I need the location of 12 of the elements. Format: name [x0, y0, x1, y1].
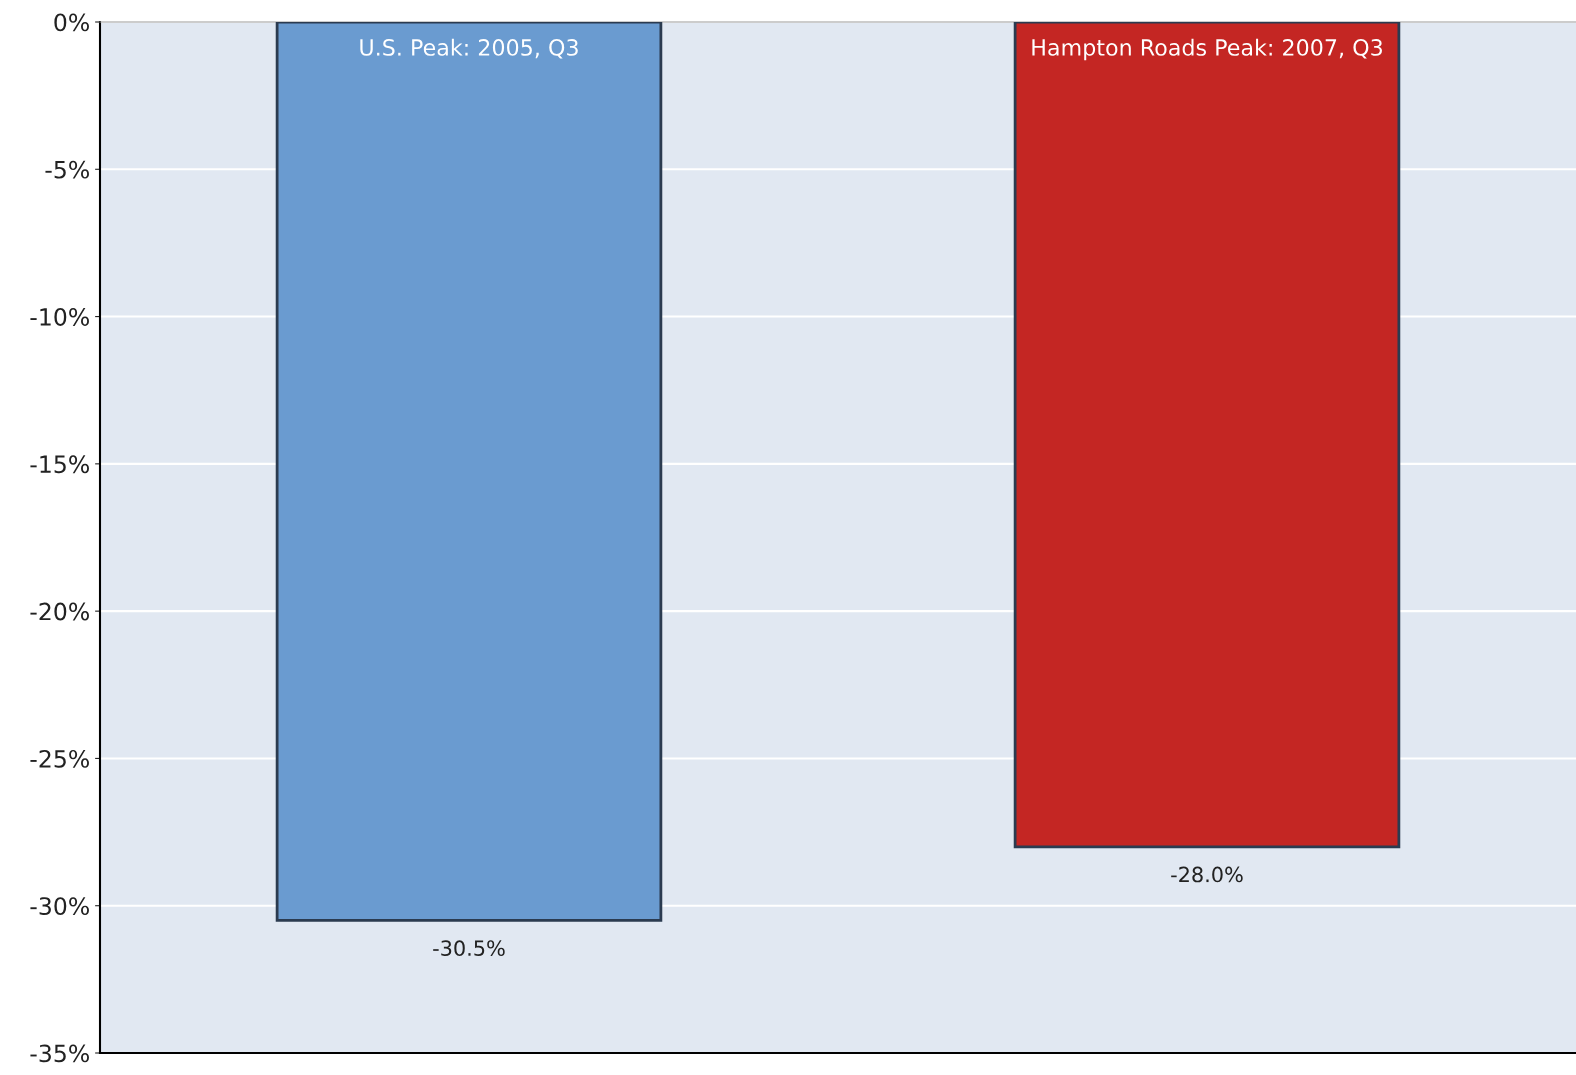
data-label: -28.0%	[1171, 866, 1243, 883]
y-tick-label: -25%	[30, 749, 89, 768]
y-tick-label: -30%	[30, 897, 89, 916]
y-tick-label: 0%	[54, 13, 89, 32]
y-tick-label: -15%	[30, 455, 89, 474]
x-tick-label: U.S. Peak: 2005, Q3	[360, 38, 578, 59]
y-tick-label: -35%	[30, 1044, 89, 1063]
x-tick-label: Hampton Roads Peak: 2007, Q3	[1032, 38, 1382, 61]
y-tick-label: -5%	[45, 160, 89, 179]
y-tick-label: -20%	[30, 602, 89, 621]
data-label: -30.5%	[433, 940, 505, 957]
y-tick-label: -10%	[30, 308, 89, 326]
